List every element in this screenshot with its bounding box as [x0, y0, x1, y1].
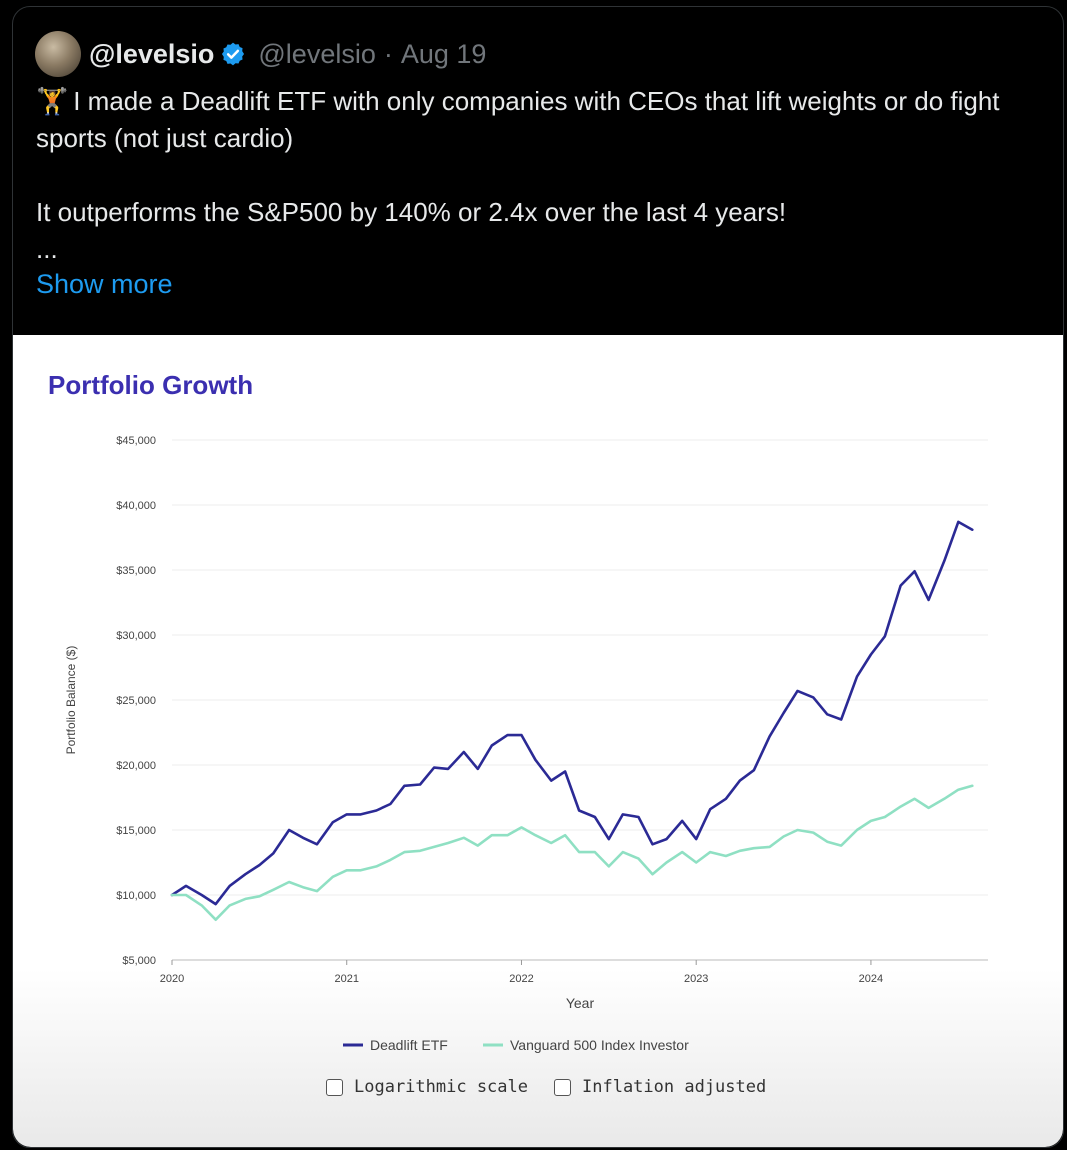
tweet-card[interactable]: @levelsio @levelsio · Aug 19 🏋 I made a …	[12, 6, 1064, 1148]
chart-image[interactable]: Portfolio Growth $5,000 $10,000 $15,000 $20…	[13, 335, 1063, 1147]
x-tick-label: 2021	[334, 973, 358, 985]
x-axis-label: Year	[566, 995, 595, 1011]
handle[interactable]: @levelsio	[258, 38, 376, 69]
display-name[interactable]: @levelsio	[89, 38, 215, 69]
log-scale-label: Logarithmic scale	[354, 1077, 528, 1097]
legend-label-vanguard: Vanguard 500 Index Investor	[510, 1037, 689, 1053]
inflation-toggle[interactable]: Inflation adjusted	[554, 1077, 766, 1097]
inflation-label: Inflation adjusted	[582, 1077, 767, 1097]
x-tick-label: 2024	[859, 973, 883, 985]
y-tick-label: $20,000	[116, 760, 156, 772]
y-tick-label: $35,000	[116, 565, 156, 577]
tweet-ellipsis: ...	[36, 234, 58, 264]
tweet-header: @levelsio @levelsio · Aug 19	[35, 31, 486, 77]
y-tick-label: $15,000	[116, 825, 156, 837]
weightlifter-icon: 🏋	[36, 86, 69, 116]
deadlift-etf-line	[170, 520, 974, 906]
y-tick-label: $30,000	[116, 630, 156, 642]
x-tick-label: 2020	[160, 973, 184, 985]
inflation-checkbox[interactable]	[554, 1078, 571, 1096]
verified-badge-icon	[222, 42, 245, 66]
x-tick-label: 2022	[509, 973, 533, 985]
vanguard-500-line	[170, 784, 974, 922]
separator-dot: ·	[383, 38, 393, 69]
show-more-link[interactable]: Show more	[36, 269, 173, 299]
chart-title: Portfolio Growth	[48, 370, 254, 400]
y-axis-label: Portfolio Balance ($)	[64, 646, 78, 755]
y-tick-label: $25,000	[116, 695, 156, 707]
tweet-text: 🏋 I made a Deadlift ETF with only compan…	[36, 83, 1046, 268]
tweet-date[interactable]: Aug 19	[400, 38, 487, 69]
tweet-line-1: 🏋 I made a Deadlift ETF with only compan…	[36, 83, 1046, 157]
tweet-line-2: It outperforms the S&P500 by 140% or 2.4…	[36, 197, 787, 227]
y-tick-label: $45,000	[116, 435, 156, 447]
avatar[interactable]	[35, 31, 81, 77]
tweet-line-1-text: I made a Deadlift ETF with only companie…	[36, 86, 1000, 153]
log-scale-toggle[interactable]: Logarithmic scale	[326, 1077, 528, 1097]
chart-controls: Logarithmic scale Inflation adjusted	[326, 1077, 792, 1097]
y-tick-label: $10,000	[116, 890, 156, 902]
x-tick-label: 2023	[684, 973, 708, 985]
y-tick-label: $40,000	[116, 500, 156, 512]
legend-label-deadlift: Deadlift ETF	[370, 1037, 448, 1053]
portfolio-growth-chart: $5,000 $10,000 $15,000 $20,000 $25,000 $30,00…	[64, 435, 988, 1053]
log-scale-checkbox[interactable]	[326, 1078, 343, 1096]
y-tick-label: $5,000	[122, 955, 156, 967]
